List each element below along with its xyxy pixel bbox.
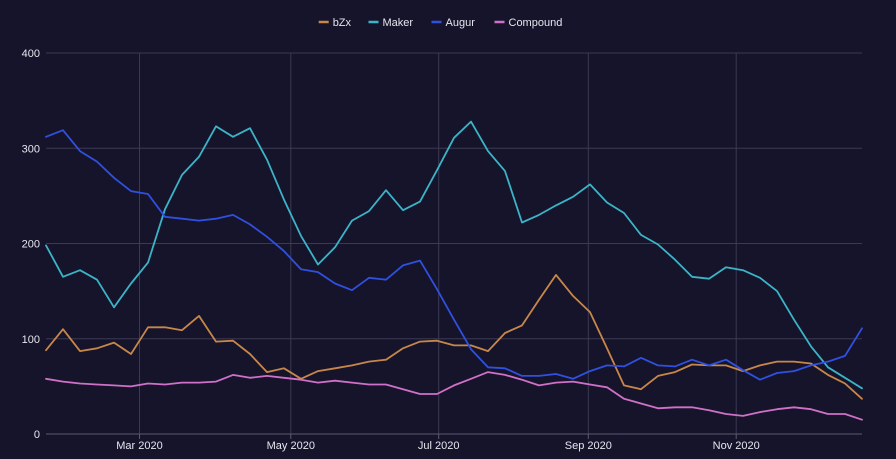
y-tick-label: 100 xyxy=(22,334,40,346)
grid xyxy=(46,52,862,434)
legend: bZx Maker Augur Compound xyxy=(318,17,563,29)
y-tick-label: 400 xyxy=(22,48,40,60)
y-tick-label: 0 xyxy=(34,429,40,441)
x-tick-label: Sep 2020 xyxy=(565,440,612,452)
x-tick-label: Nov 2020 xyxy=(713,440,760,452)
y-tick-label: 300 xyxy=(22,143,40,155)
legend-label-augur: Augur xyxy=(446,17,476,29)
axes: 0 100 200 300 400 Mar 2020 May 2020 Jul 2020 Sep… xyxy=(22,48,862,452)
series-line-bzx xyxy=(45,273,863,400)
series-line-compound xyxy=(45,371,863,421)
legend-label-compound: Compound xyxy=(509,17,563,29)
y-tick-label: 200 xyxy=(22,239,40,251)
series-line-augur xyxy=(45,129,863,381)
x-tick-label: Jul 2020 xyxy=(418,440,460,452)
legend-label-bzx: bZx xyxy=(333,17,352,29)
series-lines xyxy=(45,120,863,421)
series-line-maker xyxy=(45,120,863,390)
x-tick-label: Mar 2020 xyxy=(116,440,162,452)
x-tick-label: May 2020 xyxy=(267,440,315,452)
legend-label-maker: Maker xyxy=(383,17,414,29)
